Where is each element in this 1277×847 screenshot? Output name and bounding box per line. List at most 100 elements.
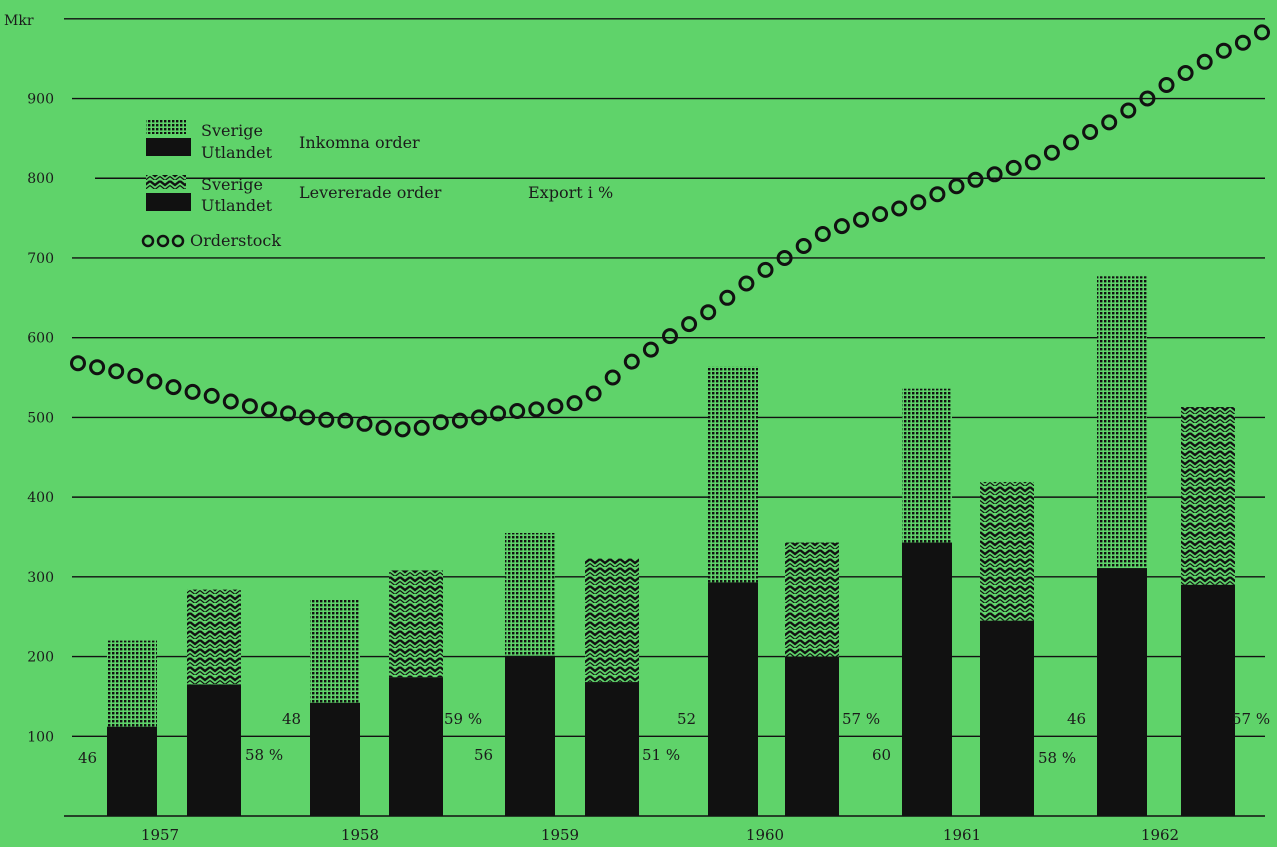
orderstock-point: [1024, 154, 1041, 171]
orderstock-point: [1177, 65, 1194, 81]
orderstock-point: [585, 385, 602, 402]
x-category-label: 1958: [341, 826, 379, 844]
legend-label-inkomna-order: Inkomna order: [299, 133, 420, 152]
orderstock-point: [1120, 102, 1137, 119]
legend-label-export: Export i %: [528, 183, 613, 202]
bar-levererade-sverige: [785, 542, 839, 657]
y-tick-label: 300: [27, 570, 54, 586]
orderstock-point: [299, 409, 316, 426]
export-pct-levererade: 58 %: [1038, 749, 1076, 767]
orderstock-point: [1196, 53, 1213, 70]
export-pct-inkomna: 60: [872, 746, 891, 764]
export-pct-levererade: 51 %: [642, 746, 680, 764]
y-tick-label: 900: [27, 92, 54, 108]
orderstock-point: [1005, 159, 1022, 176]
bar-levererade-sverige: [389, 570, 443, 678]
bar-levererade-sverige: [980, 481, 1034, 621]
export-pct-inkomna: 52: [677, 710, 696, 728]
orderstock-point: [795, 238, 812, 254]
orderstock-point: [241, 398, 258, 415]
y-tick-label: 600: [27, 331, 54, 347]
y-tick-label: 200: [27, 650, 54, 666]
orderstock-point: [413, 419, 430, 436]
grid-lines: [64, 18, 1265, 817]
orderstock-point: [394, 421, 411, 438]
legend-label-inkomna-utlandet: Utlandet: [201, 143, 273, 162]
bar-inkomna-sverige: [310, 599, 360, 703]
export-pct-inkomna: 48: [282, 710, 301, 728]
legend-swatch-levererade-sverige: [146, 175, 186, 189]
orderstock-point: [662, 328, 678, 345]
export-percent-labels: 46 48 56 52 60 46 58 % 59 % 51 % 57 % 58 % 57 %: [78, 710, 1270, 767]
orderstock-series: [70, 24, 1270, 438]
orderstock-point: [528, 401, 545, 418]
bar-inkomna-sverige: [708, 366, 758, 583]
orderstock-point: [738, 275, 755, 292]
bar-inkomna-sverige: [902, 388, 952, 543]
legend-orderstock-marker: [156, 234, 170, 248]
orderstock-point: [70, 355, 86, 372]
x-category-label: 1960: [746, 826, 784, 844]
x-category-label: 1961: [943, 826, 981, 844]
orderstock-point: [967, 171, 984, 188]
bar-levererade-utlandet: [187, 684, 241, 816]
orderstock-point: [1043, 144, 1060, 161]
orderstock-point: [375, 419, 392, 436]
orderstock-point: [184, 383, 201, 400]
orderstock-point: [700, 304, 717, 321]
orderstock-point: [280, 405, 297, 422]
export-pct-inkomna: 46: [78, 749, 97, 767]
bar-inkomna-sverige: [1097, 276, 1147, 569]
bar-levererade-utlandet: [389, 677, 443, 816]
bar-levererade-sverige: [585, 558, 639, 683]
legend-swatch-levererade-utlandet: [146, 193, 191, 211]
orderstock-point: [642, 341, 659, 358]
y-tick-label: 100: [27, 729, 54, 745]
y-axis-ticks: 100 200 300 400 500 600 700 800 900: [27, 92, 54, 746]
orderstock-point: [203, 387, 220, 404]
orderstock-point: [261, 401, 277, 418]
orderstock-point: [127, 367, 144, 384]
orderstock-point: [1082, 124, 1099, 140]
y-tick-label: 400: [27, 490, 54, 506]
orderstock-point: [1063, 134, 1079, 151]
orderstock-point: [432, 414, 449, 431]
bar-inkomna-utlandet: [505, 655, 555, 816]
orderstock-point: [623, 353, 640, 370]
orderstock-point: [814, 226, 831, 242]
orderstock-point: [337, 412, 354, 429]
bar-inkomna-utlandet: [708, 582, 758, 816]
legend-label-levererade-order: Levererade order: [299, 183, 442, 202]
orderstock-point: [1101, 114, 1118, 131]
legend: Sverige Utlandet Inkomna order Sverige U…: [141, 120, 613, 250]
orderstock-point: [165, 379, 182, 396]
orderstock-point: [910, 194, 927, 211]
bar-inkomna-utlandet: [310, 702, 360, 816]
x-category-label: 1959: [541, 826, 579, 844]
x-category-label: 1957: [141, 826, 179, 844]
legend-orderstock-marker: [141, 234, 155, 248]
orderstock-point: [872, 206, 889, 223]
bar-inkomna-utlandet: [1097, 568, 1147, 816]
export-pct-inkomna: 56: [474, 746, 493, 764]
orderstock-point: [891, 200, 908, 217]
orderstock-point: [547, 398, 564, 415]
export-pct-levererade: 57 %: [1232, 710, 1270, 728]
export-pct-inkomna: 46: [1067, 710, 1086, 728]
orderstock-point: [604, 369, 621, 386]
export-pct-levererade: 59 %: [444, 710, 482, 728]
export-pct-levererade: 58 %: [245, 746, 283, 764]
bar-levererade-utlandet: [980, 620, 1034, 816]
bar-levererade-utlandet: [1181, 584, 1235, 816]
orderstock-point: [681, 316, 698, 333]
y-tick-label: 500: [27, 410, 54, 426]
bar-inkomna-utlandet: [107, 726, 157, 816]
x-axis-labels: 1957 1958 1959 1960 1961 1962: [141, 826, 1179, 844]
orderstock-point: [146, 373, 163, 390]
orderstock-point: [833, 218, 850, 235]
orderstock-point: [1158, 77, 1175, 93]
legend-label-orderstock: Orderstock: [190, 231, 281, 250]
orderstock-point: [451, 412, 468, 429]
bar-inkomna-sverige: [107, 640, 157, 727]
